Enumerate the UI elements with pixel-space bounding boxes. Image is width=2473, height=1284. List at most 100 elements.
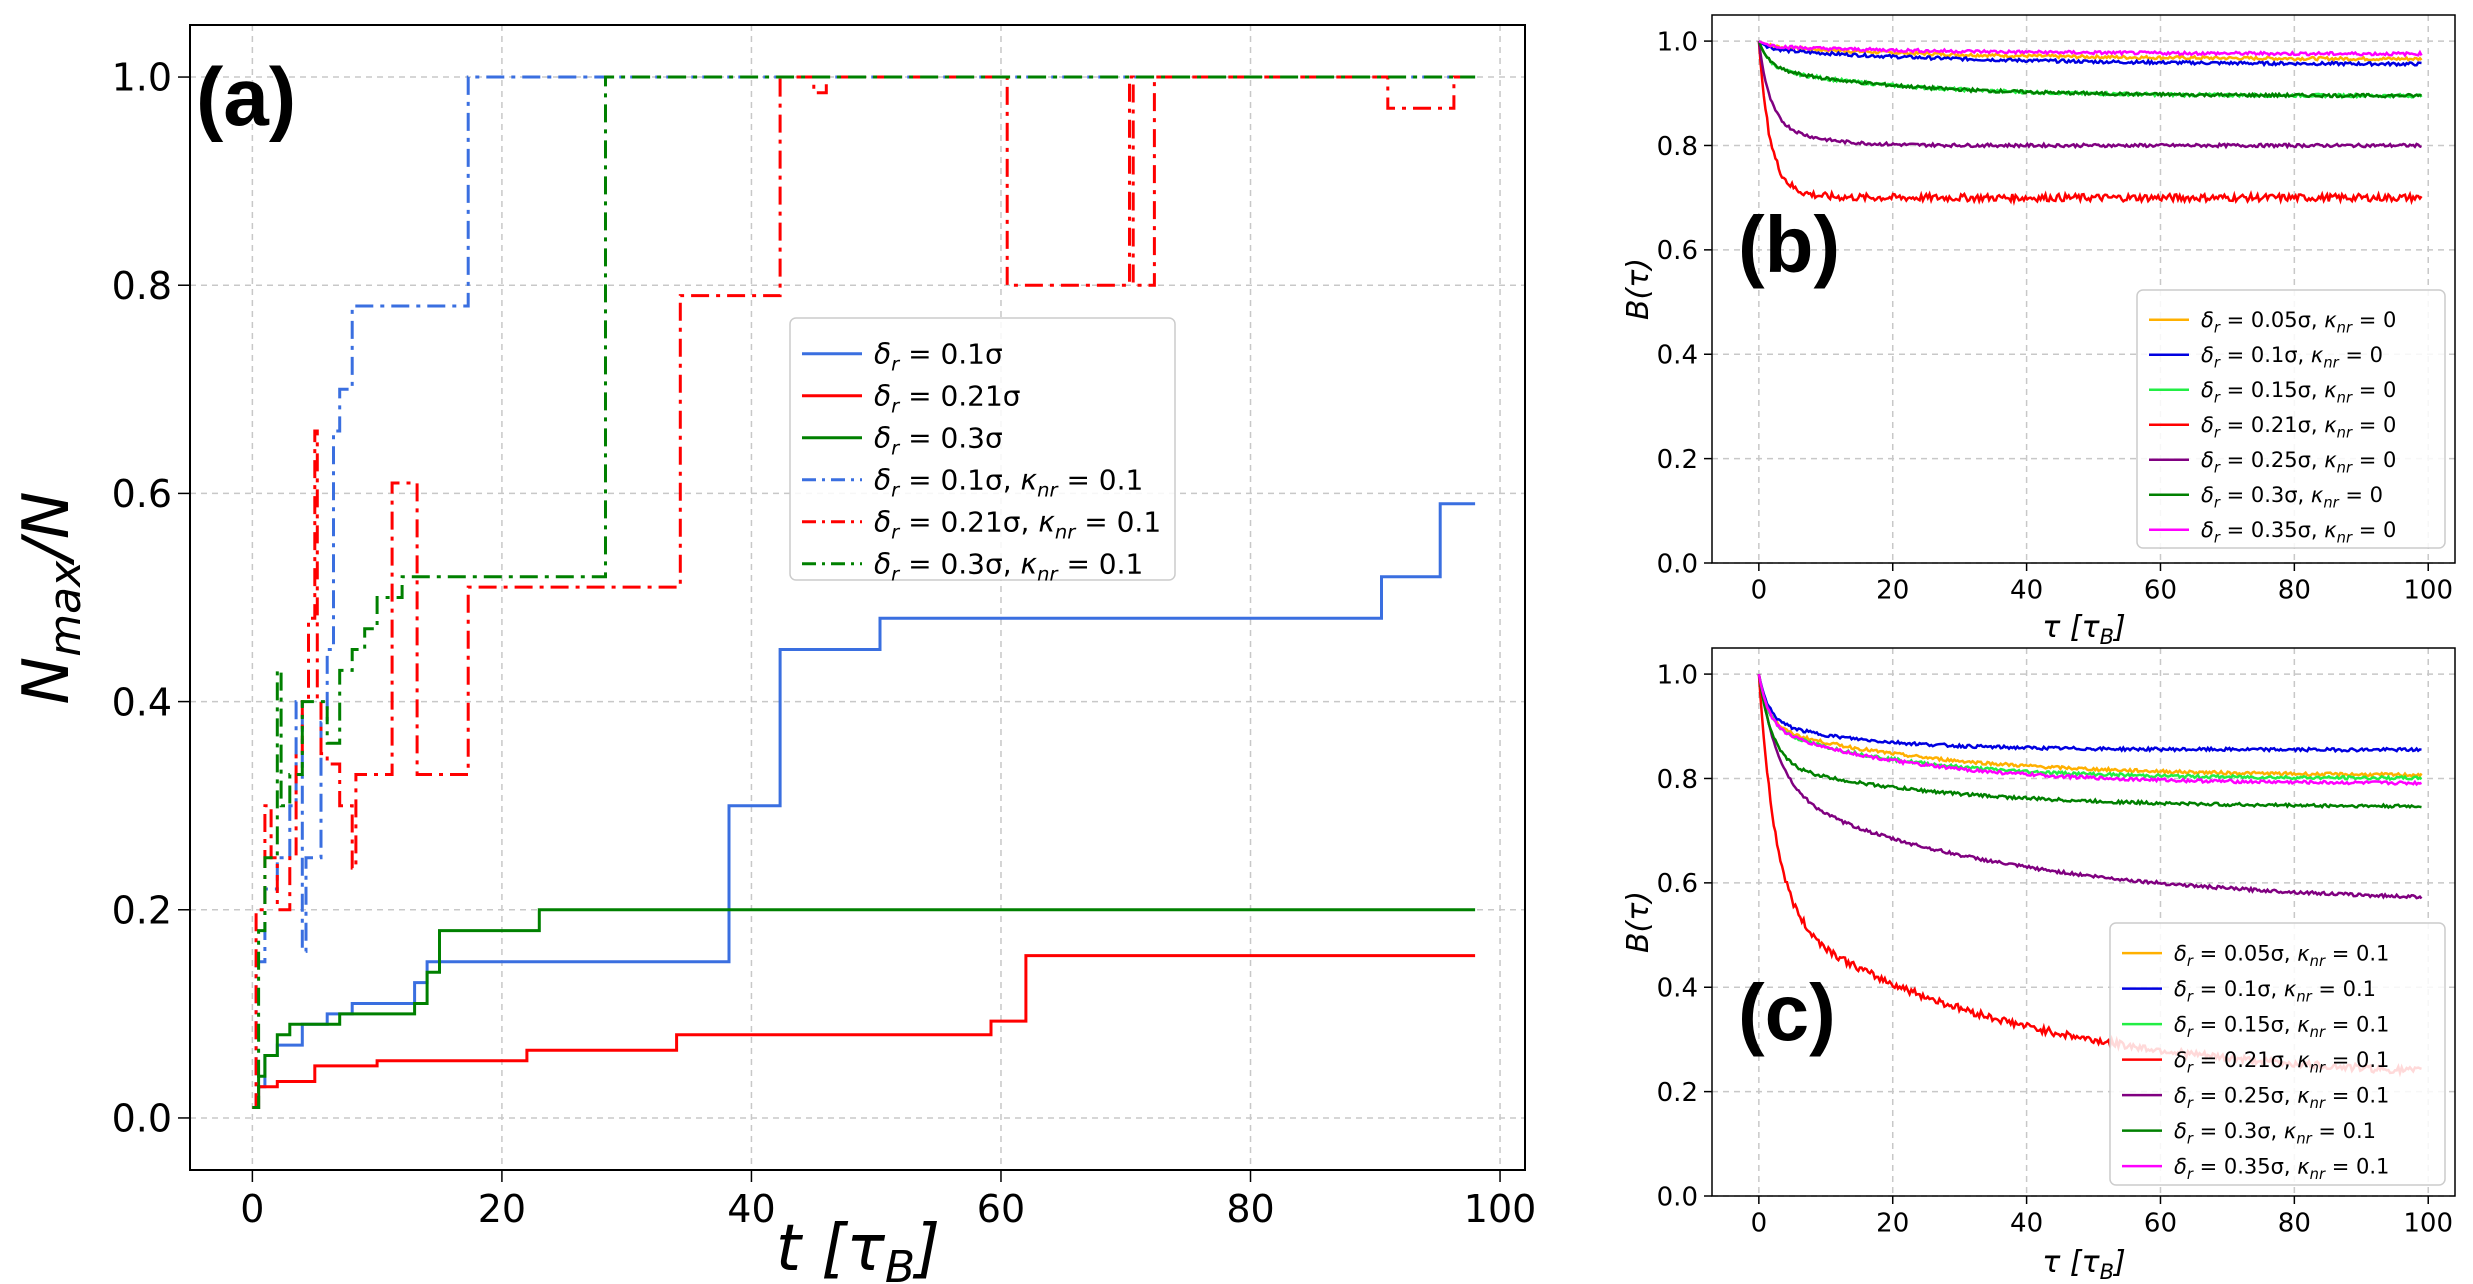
legend-label: δr = 0.25σ, κnr = 0 [2201,448,2396,476]
panel-c-ticks: 0 20 40 60 80 100 0.0 0.2 0.4 0.6 0.8 1.0 [1657,660,2453,1238]
tick-label-x: 40 [2010,1208,2043,1238]
series-line [252,75,1476,1109]
legend-label: δr = 0.35σ, κnr = 0 [2201,518,2396,546]
series-line [252,502,1476,1109]
tick-label-x: 100 [1464,1187,1537,1231]
tick-label-y: 0.4 [1657,974,1698,1004]
series-line [1757,41,2423,207]
legend-label: δr = 0.1σ [874,338,1003,376]
legend-label: δr = 0.3σ, κnr = 0.1 [874,548,1143,586]
panel-b: 0 20 40 60 80 100 0.0 0.2 0.4 0.6 0.8 1.0 (b) τ [τB… [1621,14,2456,649]
series-line [252,75,1476,1109]
tick-label-x: 100 [2403,1208,2453,1238]
tick-label-y: 1.0 [1657,660,1698,690]
series-line [252,954,1476,1109]
legend-label: δr = 0.1σ, κnr = 0.1 [874,464,1143,502]
panel-c-frame [1711,647,2456,1197]
legend-label: δr = 0.3σ [874,422,1003,460]
tick-label-x: 60 [977,1187,1025,1231]
legend-label: δr = 0.1σ, κnr = 0 [2201,343,2383,371]
tick-label-y: 0.6 [1657,869,1698,899]
legend-label: δr = 0.1σ, κnr = 0.1 [2174,977,2376,1005]
legend-label: δr = 0.21σ, κnr = 0 [2201,413,2396,441]
tick-label-y: 0.6 [1657,236,1698,266]
panel-b-xlabel: τ [τB] [2042,610,2126,649]
series-line [1757,673,2423,900]
legend-label: δr = 0.25σ, κnr = 0.1 [2174,1084,2389,1112]
tick-label-y: 0.6 [112,472,172,516]
tick-label-y: 0.2 [1657,1078,1698,1108]
tick-label-y: 0.0 [1657,549,1698,579]
panel-b-legend: δr = 0.05σ, κnr = 0 δr = 0.1σ, κnr = 0 δr … [2136,289,2446,549]
legend-box [2136,289,2446,549]
tick-label-x: 80 [1226,1187,1274,1231]
tick-label-y: 1.0 [1657,27,1698,57]
panel-c-legend: δr = 0.05σ, κnr = 0.1 δr = 0.1σ, κnr = 0.… [2109,922,2446,1186]
tick-label-x: 20 [1876,575,1909,605]
tick-label-y: 0.0 [112,1097,172,1141]
panel-a-ylabel: Nmax/N [10,491,91,704]
tick-label-x: 40 [727,1187,775,1231]
panel-c-label: (c) [1738,968,1836,1057]
tick-label-y: 0.8 [112,264,172,308]
tick-label-x: 0 [1751,575,1768,605]
panel-c: 0 20 40 60 80 100 0.0 0.2 0.4 0.6 0.8 1.0 (c) τ [τB… [1621,647,2456,1284]
panel-b-ylabel: B(τ) [1621,258,1656,320]
series-line [1757,673,2423,782]
tick-label-x: 60 [2144,575,2177,605]
series-line [252,908,1476,1109]
panel-b-series [1757,40,2423,207]
legend-label: δr = 0.21σ, κnr = 0.1 [874,506,1161,544]
tick-label-y: 0.2 [112,888,172,932]
tick-label-y: 0.0 [1657,1182,1698,1212]
series-line [1758,40,2423,62]
tick-label-x: 0 [1751,1208,1768,1238]
series-line [1757,673,2423,787]
legend-label: δr = 0.05σ, κnr = 0.1 [2174,942,2389,970]
panel-a-frame [189,24,1526,1171]
panel-c-ylabel: B(τ) [1621,891,1656,953]
panel-b-label: (b) [1738,200,1840,289]
tick-label-x: 100 [2403,575,2453,605]
series-line [1758,40,2422,68]
legend-label: δr = 0.35σ, κnr = 0.1 [2174,1155,2389,1183]
tick-label-y: 0.8 [1657,765,1698,795]
legend-box [2109,922,2446,1186]
panel-c-xlabel: τ [τB] [2042,1245,2126,1284]
tick-label-x: 40 [2010,575,2043,605]
tick-label-x: 0 [240,1187,264,1231]
tick-label-y: 0.4 [112,680,172,724]
series-line [1758,40,2423,58]
tick-label-y: 0.4 [1657,341,1698,371]
legend-box [789,317,1176,581]
series-line [1757,673,2423,778]
legend-label: δr = 0.3σ, κnr = 0.1 [2174,1119,2376,1147]
tick-label-y: 0.2 [1657,445,1698,475]
series-line [252,75,1476,1109]
panel-a-xlabel: t [τB] [776,1212,940,1284]
panel-a: 0 20 40 60 80 100 0.0 0.2 0.4 0.6 0.8 1.0 (a) t [τB… [10,24,1537,1284]
panel-a-label: (a) [196,52,296,143]
tick-label-y: 0.8 [1657,132,1698,162]
legend-label: δr = 0.15σ, κnr = 0 [2201,378,2396,406]
tick-label-x: 80 [2278,1208,2311,1238]
legend-label: δr = 0.15σ, κnr = 0.1 [2174,1013,2389,1041]
series-line [1757,40,2422,99]
series-line [1757,673,2422,754]
tick-label-x: 20 [478,1187,526,1231]
series-line [1757,673,2422,810]
legend-label: δr = 0.05σ, κnr = 0 [2201,308,2396,336]
legend-label: δr = 0.3σ, κnr = 0 [2201,483,2383,511]
series-line [1757,40,2422,150]
legend-label: δr = 0.21σ, κnr = 0.1 [2174,1048,2389,1076]
panel-a-ticks: 0 20 40 60 80 100 0.0 0.2 0.4 0.6 0.8 1.0 [112,56,1537,1231]
panel-a-series [252,75,1476,1109]
legend-label: δr = 0.21σ [874,380,1021,418]
tick-label-x: 60 [2144,1208,2177,1238]
panel-a-legend: δr = 0.1σ δr = 0.21σ δr = 0.3σ δr = 0.1σ, κ… [789,317,1176,586]
tick-label-x: 80 [2278,575,2311,605]
tick-label-x: 20 [1876,1208,1909,1238]
panel-b-ticks: 0 20 40 60 80 100 0.0 0.2 0.4 0.6 0.8 1.0 [1657,27,2453,605]
panel-b-frame [1711,14,2456,564]
